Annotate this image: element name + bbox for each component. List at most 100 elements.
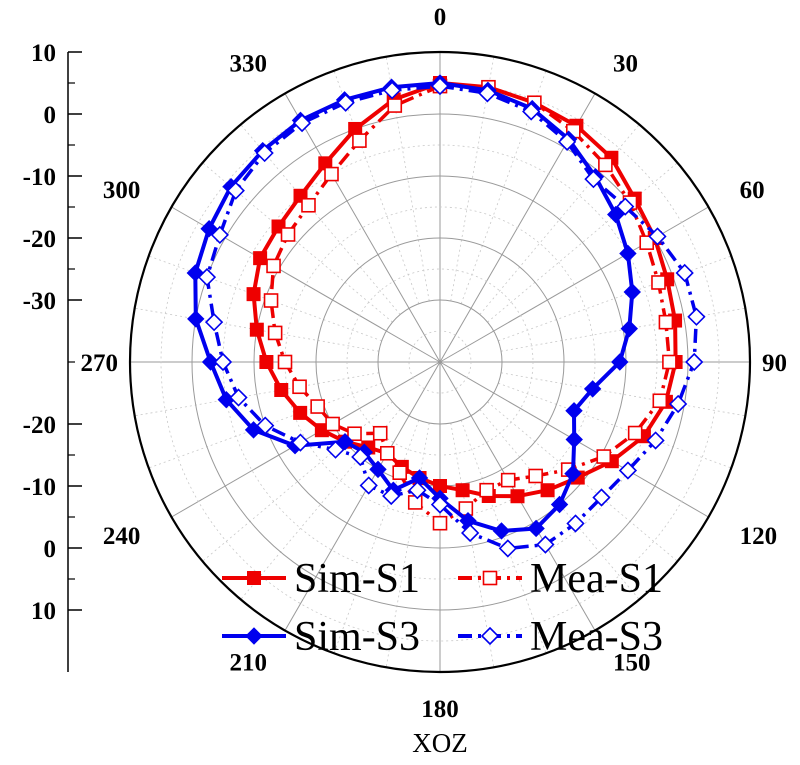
data-point bbox=[522, 102, 541, 121]
data-point bbox=[336, 93, 355, 112]
grid-spoke bbox=[498, 382, 732, 469]
angle-labels: 0 30 60 90 120 150 180 210 240 270 300 330 bbox=[81, 4, 788, 723]
legend-marker bbox=[247, 571, 261, 585]
data-point bbox=[510, 489, 525, 504]
angle-label: 90 bbox=[762, 350, 787, 377]
data-point bbox=[351, 447, 370, 467]
data-point bbox=[280, 227, 296, 242]
data-point bbox=[658, 314, 674, 330]
grid-spoke bbox=[148, 382, 382, 469]
data-point bbox=[611, 353, 629, 371]
grid-spoke bbox=[284, 361, 441, 631]
legend-item: Sim-S1 bbox=[222, 556, 420, 602]
legend-marker bbox=[480, 626, 500, 646]
radial-tick-label: 0 bbox=[44, 102, 57, 129]
legend-marker bbox=[245, 627, 263, 645]
data-point bbox=[291, 433, 310, 452]
grid-spoke bbox=[487, 401, 678, 562]
series-group bbox=[186, 74, 706, 558]
series-mea-s3 bbox=[197, 76, 706, 558]
radial-tick-label: -30 bbox=[23, 288, 56, 315]
data-point bbox=[557, 132, 577, 151]
grid-spoke bbox=[460, 420, 547, 654]
data-point bbox=[651, 275, 666, 290]
data-point bbox=[274, 382, 289, 397]
grid-ring bbox=[346, 268, 534, 456]
data-point bbox=[392, 465, 408, 480]
grid-ring bbox=[408, 330, 472, 394]
grid-spoke bbox=[284, 93, 441, 363]
data-point bbox=[229, 388, 248, 407]
data-point bbox=[592, 488, 611, 507]
grid-spoke bbox=[498, 255, 732, 342]
data-point bbox=[598, 157, 613, 173]
data-point bbox=[336, 432, 354, 451]
grid-spoke bbox=[500, 307, 746, 352]
data-point bbox=[408, 481, 427, 500]
grid-spoke bbox=[134, 372, 380, 417]
radial-tick-label: -10 bbox=[23, 164, 56, 191]
legend-marker bbox=[482, 570, 498, 586]
data-point bbox=[687, 307, 706, 326]
data-point bbox=[540, 483, 555, 498]
angle-label: 180 bbox=[421, 696, 459, 723]
angle-label: 270 bbox=[81, 350, 119, 377]
data-point bbox=[607, 205, 625, 224]
angle-label: 150 bbox=[613, 650, 651, 677]
radial-tick-label: -10 bbox=[23, 474, 56, 501]
data-point bbox=[618, 461, 638, 480]
legend-label: Sim-S3 bbox=[294, 614, 420, 660]
data-point bbox=[259, 355, 274, 369]
data-point bbox=[432, 515, 448, 531]
grid-spoke bbox=[385, 422, 430, 668]
grid-spoke bbox=[134, 307, 380, 352]
data-point bbox=[246, 287, 261, 302]
data-point bbox=[461, 523, 480, 543]
data-point bbox=[210, 225, 229, 245]
data-point bbox=[566, 514, 585, 533]
data-point bbox=[492, 522, 511, 540]
radial-tick-label: 0 bbox=[44, 536, 57, 563]
radial-tick-label: -20 bbox=[23, 226, 56, 253]
data-point bbox=[382, 81, 402, 100]
data-point bbox=[324, 166, 339, 182]
data-point bbox=[583, 380, 602, 398]
data-point bbox=[277, 354, 293, 370]
legend-item: Mea-S1 bbox=[458, 556, 663, 602]
data-point bbox=[249, 322, 264, 337]
data-point bbox=[620, 319, 638, 338]
angle-label: 0 bbox=[434, 4, 447, 31]
data-point bbox=[201, 353, 220, 371]
data-point bbox=[500, 472, 516, 488]
data-point bbox=[292, 113, 312, 133]
outer-ring bbox=[128, 50, 752, 674]
data-point bbox=[662, 354, 677, 370]
data-point bbox=[310, 399, 325, 414]
data-point bbox=[347, 426, 362, 442]
data-point bbox=[646, 431, 665, 450]
grid-spoke bbox=[487, 162, 678, 323]
series-line bbox=[205, 84, 699, 551]
data-point bbox=[293, 405, 308, 420]
radial-tick-label: -20 bbox=[23, 412, 56, 439]
data-point bbox=[372, 425, 388, 441]
data-point bbox=[359, 476, 378, 495]
series-mea-s1 bbox=[263, 78, 677, 531]
legend-label: Sim-S1 bbox=[294, 556, 420, 602]
data-point bbox=[565, 402, 583, 420]
data-point bbox=[430, 76, 450, 96]
data-point bbox=[187, 310, 205, 328]
angle-label: 300 bbox=[103, 177, 141, 204]
plane-label: XOZ bbox=[412, 728, 468, 758]
grid-spoke bbox=[500, 372, 746, 417]
data-point bbox=[652, 393, 668, 409]
data-point bbox=[498, 539, 517, 558]
data-point bbox=[430, 495, 450, 514]
data-point bbox=[565, 430, 583, 449]
angle-label: 120 bbox=[740, 523, 778, 550]
data-point bbox=[292, 379, 307, 395]
legend-item: Sim-S3 bbox=[222, 614, 420, 660]
data-point bbox=[379, 445, 395, 461]
data-point bbox=[584, 170, 603, 189]
